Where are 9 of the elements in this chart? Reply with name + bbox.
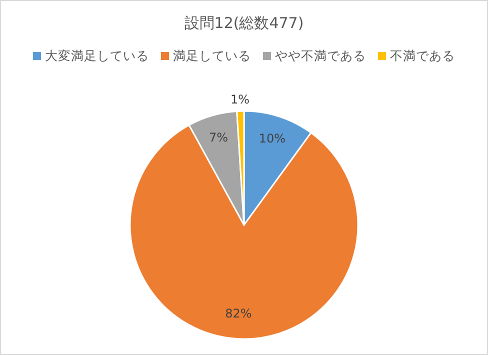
- data-label: 82%: [225, 306, 252, 321]
- data-label: 10%: [258, 131, 286, 146]
- legend-label: やや不満である: [275, 48, 366, 63]
- chart-title: 設問12(総数477): [184, 14, 304, 32]
- legend-label: 大変満足している: [45, 48, 149, 63]
- legend-label: 不満である: [390, 48, 455, 63]
- data-label: 7%: [209, 130, 228, 144]
- legend-label: 満足している: [173, 48, 251, 63]
- data-label: 1%: [230, 92, 250, 107]
